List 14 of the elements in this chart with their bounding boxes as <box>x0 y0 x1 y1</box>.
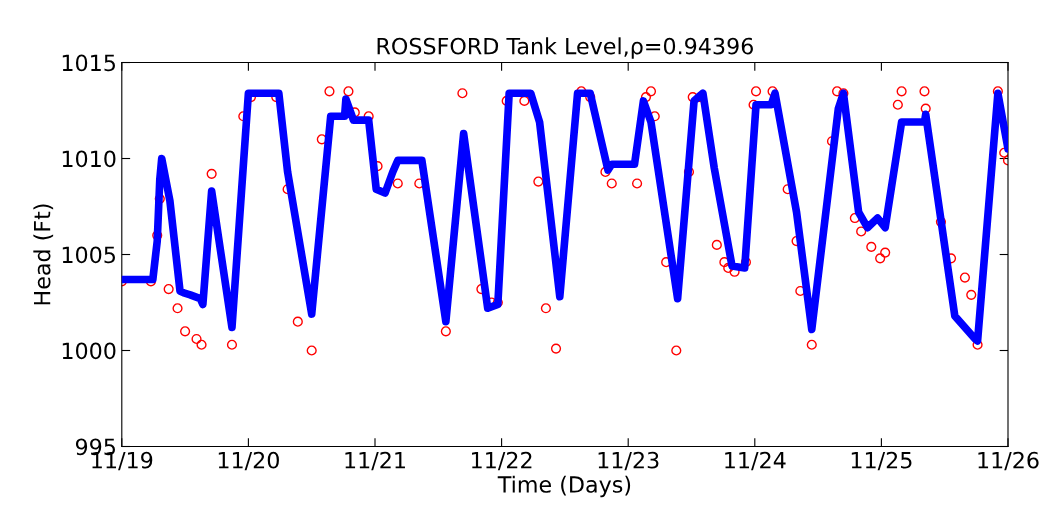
y-tick-label: 1010 <box>62 150 116 168</box>
y-axis-title: Head (Ft) <box>33 204 54 305</box>
x-tick-label: 11/23 <box>598 451 659 471</box>
x-tick-label: 11/22 <box>472 451 532 471</box>
y-tick-label: 1005 <box>62 246 115 264</box>
x-axis-title: Time (Days) <box>497 475 631 498</box>
chart-title: ROSSFORD Tank Level,ρ=0.94396 <box>377 37 753 59</box>
x-tick-label: 11/21 <box>345 451 405 471</box>
y-tick-label: 1015 <box>62 54 115 72</box>
x-tick-label: 11/20 <box>218 451 279 471</box>
x-tick-label: 11/26 <box>978 451 1039 471</box>
x-tick-label: 11/25 <box>851 451 912 471</box>
y-tick-label: 1000 <box>62 342 116 360</box>
x-tick-label: 11/24 <box>725 451 786 471</box>
